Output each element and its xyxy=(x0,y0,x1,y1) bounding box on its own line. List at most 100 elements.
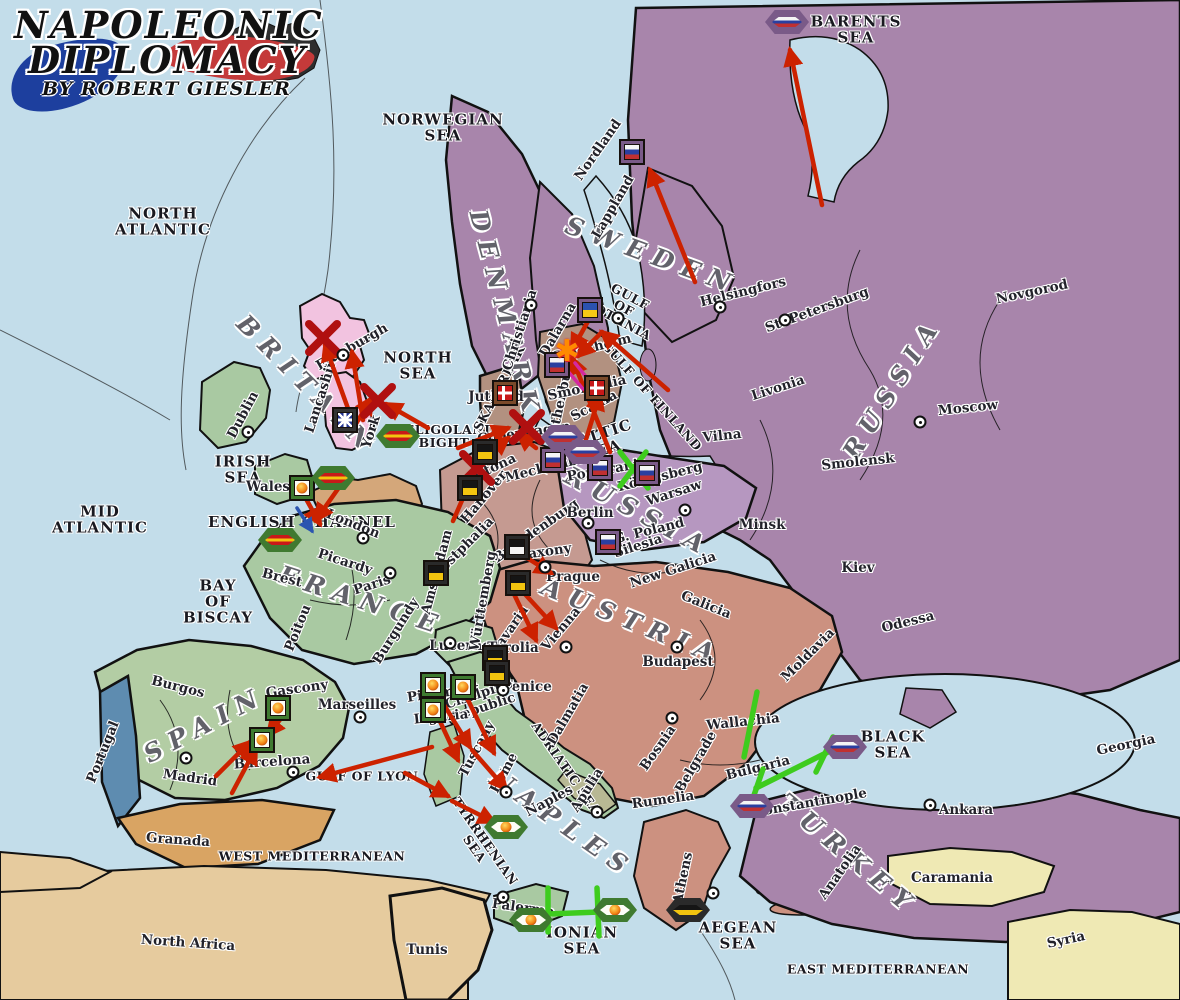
supply-center-dot xyxy=(778,313,792,327)
fleet-marker-arms[interactable] xyxy=(509,908,553,932)
army-marker-austria[interactable] xyxy=(423,560,449,586)
army-marker-austria[interactable] xyxy=(505,570,531,596)
supply-center-dot xyxy=(590,805,604,819)
russia-flag xyxy=(600,534,616,550)
austria-flag xyxy=(489,665,505,681)
arms-flag xyxy=(425,677,441,693)
coat-of-arms-emblem xyxy=(500,822,512,832)
supply-center-dot xyxy=(524,298,538,312)
russia-flag xyxy=(826,738,864,756)
supply-center-dot xyxy=(670,640,684,654)
supply-center-dot xyxy=(383,566,397,580)
austria-flag xyxy=(669,901,707,919)
region-granada[interactable] xyxy=(115,798,336,870)
fleet-marker-spain[interactable] xyxy=(258,528,302,552)
arms-flag xyxy=(455,679,471,695)
russia-flag xyxy=(733,797,771,815)
arms-flag xyxy=(270,700,286,716)
region-north-africa[interactable] xyxy=(0,864,492,1000)
coat-of-arms-emblem xyxy=(525,915,537,925)
supply-center-dot xyxy=(496,890,510,904)
region-morocco-tip xyxy=(0,850,113,894)
supply-center-dot xyxy=(678,503,692,517)
army-marker-arms[interactable] xyxy=(249,727,275,753)
russia-flag xyxy=(545,452,561,468)
spain-flag xyxy=(314,469,352,487)
fleet-marker-spain[interactable] xyxy=(311,466,355,490)
region-caramania[interactable] xyxy=(887,846,1056,908)
russia-flag xyxy=(549,357,565,373)
region-tunis[interactable] xyxy=(388,886,494,1000)
russia-flag xyxy=(639,465,655,481)
army-marker-arms[interactable] xyxy=(420,672,446,698)
region-syria[interactable] xyxy=(1007,908,1180,1000)
army-marker-britain[interactable] xyxy=(332,407,358,433)
fleet-marker-arms[interactable] xyxy=(484,815,528,839)
title-line1: NAPOLEONIC xyxy=(14,3,324,47)
coat-of-arms-emblem xyxy=(256,734,268,746)
army-marker-austria[interactable] xyxy=(472,439,498,465)
austria-flag xyxy=(477,444,493,460)
arms-flag xyxy=(596,901,634,919)
russia-flag xyxy=(566,443,604,461)
army-marker-arms[interactable] xyxy=(289,475,315,501)
title-line2: DIPLOMACY xyxy=(28,38,307,83)
austria-flag xyxy=(462,480,478,496)
fleet-marker-austria[interactable] xyxy=(666,898,710,922)
fleet-marker-arms[interactable] xyxy=(593,898,637,922)
arms-flag xyxy=(254,732,270,748)
army-marker-arms[interactable] xyxy=(450,674,476,700)
arms-flag xyxy=(487,818,525,836)
fleet-marker-spain[interactable] xyxy=(376,424,420,448)
region-spain[interactable] xyxy=(93,638,351,802)
prussia-flag xyxy=(509,539,525,555)
supply-center-dot xyxy=(706,886,720,900)
supply-center-dot xyxy=(286,765,300,779)
region-portugal[interactable] xyxy=(98,673,142,829)
army-marker-russia[interactable] xyxy=(540,447,566,473)
army-marker-russia[interactable] xyxy=(595,529,621,555)
fleet-marker-russia[interactable] xyxy=(730,794,774,818)
russia-flag xyxy=(768,13,806,31)
army-marker-arms[interactable] xyxy=(420,697,446,723)
supply-center-dot xyxy=(499,785,513,799)
denmark-flag xyxy=(589,380,605,396)
supply-center-dot xyxy=(336,348,350,362)
britain-flag xyxy=(337,412,353,428)
army-marker-denmark[interactable] xyxy=(492,380,518,406)
supply-center-dot xyxy=(923,798,937,812)
fleet-marker-russia[interactable] xyxy=(823,735,867,759)
title-byline: BY ROBERT GIESLER xyxy=(42,78,291,101)
army-marker-russia[interactable] xyxy=(634,460,660,486)
sweden-flag xyxy=(582,302,598,318)
army-marker-denmark[interactable] xyxy=(584,375,610,401)
army-marker-russia[interactable] xyxy=(619,139,645,165)
supply-center-dot xyxy=(356,531,370,545)
coat-of-arms-emblem xyxy=(427,679,439,691)
army-marker-austria[interactable] xyxy=(484,660,510,686)
coat-of-arms-emblem xyxy=(296,482,308,494)
supply-center-dot xyxy=(179,751,193,765)
army-marker-sweden[interactable] xyxy=(577,297,603,323)
coat-of-arms-emblem xyxy=(427,704,439,716)
spain-flag xyxy=(379,427,417,445)
russia-flag xyxy=(544,428,582,446)
supply-center-dot xyxy=(443,636,457,650)
supply-center-dot xyxy=(538,560,552,574)
army-marker-prussia[interactable] xyxy=(504,534,530,560)
supply-center-dot xyxy=(913,415,927,429)
army-marker-austria[interactable] xyxy=(457,475,483,501)
supply-center-dot xyxy=(611,311,625,325)
russia-flag xyxy=(624,144,640,160)
arms-flag xyxy=(294,480,310,496)
fleet-marker-russia[interactable] xyxy=(765,10,809,34)
supply-center-dot xyxy=(581,516,595,530)
army-marker-arms[interactable] xyxy=(265,695,291,721)
austria-flag xyxy=(510,575,526,591)
crimea xyxy=(899,687,958,729)
austria-flag xyxy=(428,565,444,581)
denmark-flag xyxy=(497,385,513,401)
supply-center-dot xyxy=(559,640,573,654)
